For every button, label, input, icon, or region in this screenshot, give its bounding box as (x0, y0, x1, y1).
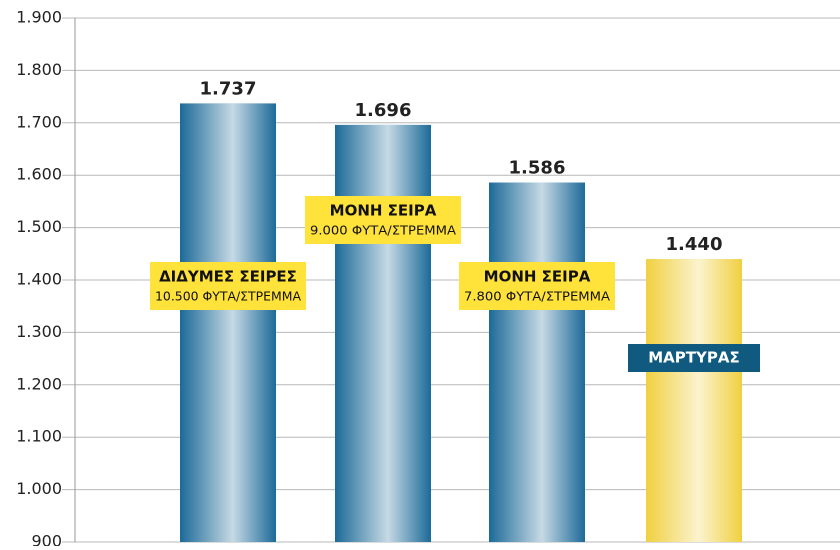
bar-shine (489, 182, 585, 542)
bar-shine (335, 124, 431, 542)
y-tick-label: 1.200 (16, 374, 62, 393)
bar-shine (180, 103, 276, 543)
category-label: ΔΙΔΥΜΕΣ ΣΕΙΡΕΣ (159, 268, 297, 286)
y-tick-label: 1.000 (16, 479, 62, 498)
category-box (628, 344, 760, 372)
category-label: ΜΟΝΗ ΣΕΙΡΑ (484, 268, 591, 286)
y-tick-label: 1.100 (16, 427, 62, 446)
value-label: 1.696 (355, 100, 412, 121)
category-box (150, 262, 306, 310)
y-tick-label: 1.900 (16, 8, 62, 27)
category-box (305, 196, 461, 244)
y-tick-label: 1.500 (16, 217, 62, 236)
category-note: 7.800 ΦΥΤΑ/ΣΤΡΕΜΜΑ (464, 290, 611, 304)
y-tick-label: 900 (31, 532, 62, 547)
bar-shine (646, 259, 742, 542)
category-note: 10.500 ΦΥΤΑ/ΣΤΡΕΜΜΑ (155, 290, 302, 304)
category-note: 9.000 ΦΥΤΑ/ΣΤΡΕΜΜΑ (310, 224, 457, 238)
value-label: 1.586 (509, 158, 566, 179)
category-label: ΜΟΝΗ ΣΕΙΡΑ (330, 202, 437, 220)
y-tick-label: 1.700 (16, 112, 62, 131)
y-tick-label: 1.600 (16, 165, 62, 184)
value-label: 1.440 (666, 234, 723, 255)
category-box (459, 262, 615, 310)
y-tick-label: 1.300 (16, 322, 62, 341)
value-label: 1.737 (200, 78, 257, 99)
y-tick-label: 1.400 (16, 270, 62, 289)
y-tick-label: 1.800 (16, 60, 62, 79)
category-label: ΜΑΡΤΥΡΑΣ (648, 349, 739, 367)
